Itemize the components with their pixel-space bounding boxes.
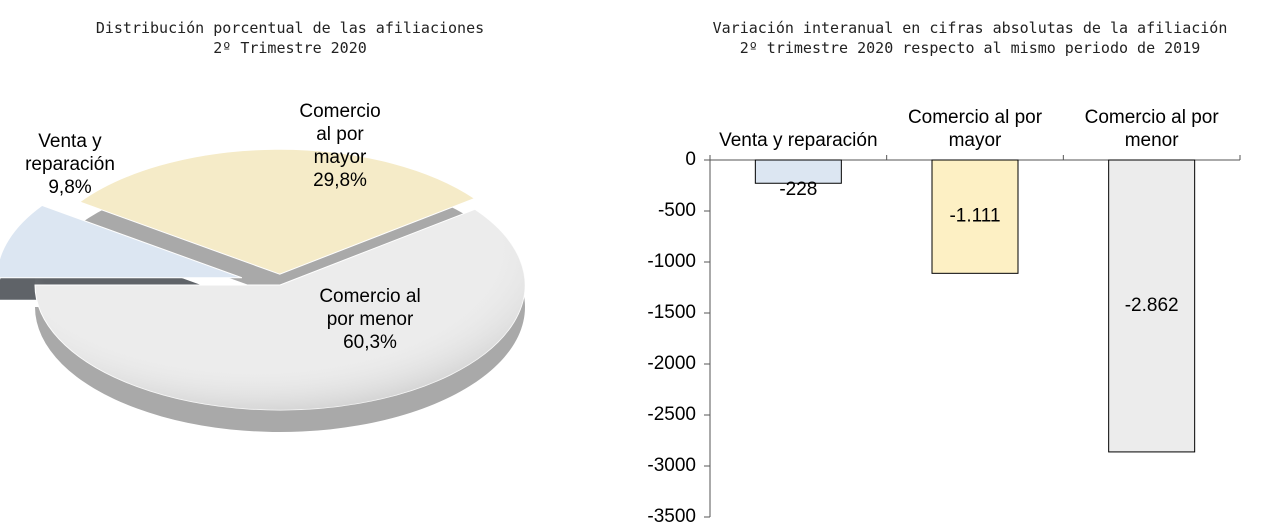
pie-value-label: 29,8% xyxy=(313,170,367,191)
y-tick-label: -3500 xyxy=(647,506,696,527)
y-tick-label: 0 xyxy=(685,149,696,170)
x-category-label: Venta y reparación xyxy=(719,130,878,151)
bar-value-label: -1.111 xyxy=(949,206,1000,227)
y-tick-label: -1000 xyxy=(647,251,696,272)
bar-subtitle: 2º trimestre 2020 respecto al mismo peri… xyxy=(739,39,1201,57)
x-category-label: Comercio al por mayor xyxy=(907,107,1043,151)
x-category-label: Comercio al por menor xyxy=(1084,107,1219,151)
y-tick-label: -2500 xyxy=(647,404,696,425)
y-tick-label: -1500 xyxy=(647,302,696,323)
pie-value-label: 60,3% xyxy=(343,332,397,353)
bar-title: Variación interanual en cifras absolutas… xyxy=(712,19,1228,37)
pie-subtitle: 2º Trimestre 2020 xyxy=(213,39,367,57)
y-tick-label: -2000 xyxy=(647,353,696,374)
bar xyxy=(754,159,842,184)
bar xyxy=(931,159,1019,274)
y-tick-label: -3000 xyxy=(647,455,696,476)
bar-value-label: -2.862 xyxy=(1125,295,1179,316)
bar-value-label: -228 xyxy=(779,179,817,200)
bar xyxy=(1108,159,1196,453)
pie-title: Distribución porcentual de las afiliacio… xyxy=(95,19,485,37)
pie-category-label: Comercio al por menor xyxy=(319,286,421,330)
pie-value-label: 9,8% xyxy=(48,177,92,198)
pie-category-label: Comercio al por mayor xyxy=(299,101,381,168)
y-tick-label: -500 xyxy=(658,200,696,221)
pie-category-label: Venta y reparación xyxy=(25,131,115,175)
